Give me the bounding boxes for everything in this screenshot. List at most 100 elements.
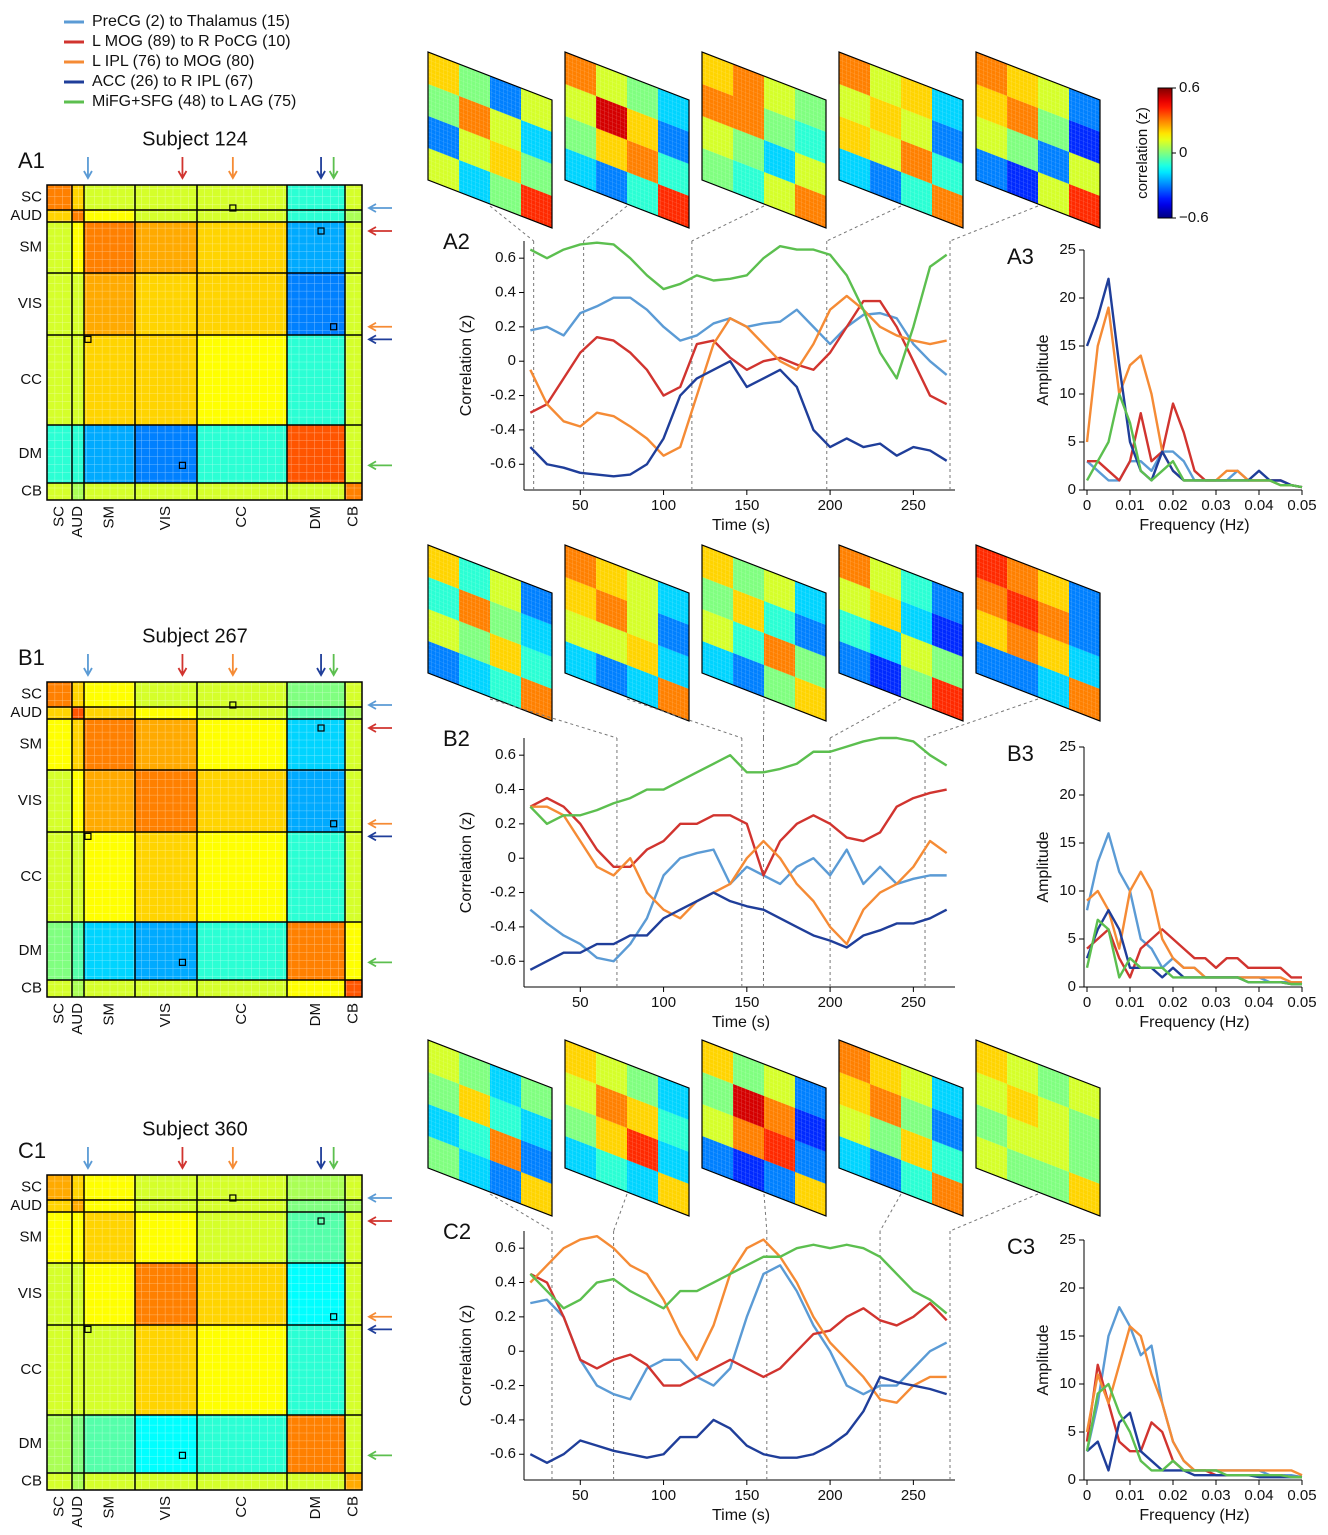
series-line	[529, 1234, 947, 1404]
snapshot-connector	[879, 1193, 902, 1232]
y-tick-label: 20	[1059, 1279, 1076, 1296]
x-tick-label: 0.01	[1115, 1487, 1144, 1504]
x-tick-label: 150	[734, 1487, 759, 1504]
snapshot-frame	[838, 51, 964, 229]
snapshot-texture	[976, 545, 1100, 721]
snapshot-connector	[691, 205, 765, 242]
x-axis-label: Frequency (Hz)	[1139, 1014, 1249, 1031]
y-tick-label: 10	[1059, 882, 1076, 899]
column-label: DM	[307, 506, 324, 529]
row-label: VIS	[18, 792, 42, 809]
y-axis-label: Amplitude	[1035, 831, 1052, 902]
column-arrow	[177, 1147, 188, 1170]
snapshot-texture	[702, 1040, 826, 1216]
x-tick-label: 0.01	[1115, 497, 1144, 514]
row-label: CC	[20, 1361, 42, 1378]
snapshot-matrix	[427, 544, 553, 722]
y-tick-label: -0.2	[490, 884, 516, 901]
snapshot-texture	[839, 1040, 963, 1216]
series-line	[529, 736, 948, 826]
row-label: SM	[20, 1228, 43, 1245]
row-label: CB	[21, 979, 42, 996]
row-arrow	[367, 334, 392, 345]
snapshot-frame	[427, 544, 553, 722]
y-tick-label: 25	[1059, 1231, 1076, 1248]
column-label: CC	[233, 1496, 250, 1518]
y-tick-label: 5	[1068, 433, 1076, 450]
y-tick-label: 25	[1059, 241, 1076, 258]
column-label: DM	[307, 1496, 324, 1519]
column-label: SM	[100, 1003, 117, 1026]
y-tick-label: 15	[1059, 1327, 1076, 1344]
snapshot-matrix	[838, 51, 964, 229]
x-tick-label: 50	[572, 1487, 589, 1504]
y-tick-label: -0.4	[490, 918, 516, 935]
pair-highlight	[317, 227, 325, 235]
snapshot-texture	[565, 1040, 689, 1216]
snapshot-matrix	[838, 544, 964, 722]
legend-label: ACC (26) to R IPL (67)	[92, 73, 253, 90]
snapshot-connector	[489, 1193, 553, 1232]
y-tick-label: 0	[508, 1342, 516, 1359]
x-tick-label: 200	[818, 994, 843, 1011]
column-arrow	[328, 157, 339, 180]
snapshot-frame	[838, 544, 964, 722]
y-tick-label: -0.6	[490, 455, 516, 472]
series-line	[1086, 870, 1302, 984]
snapshot-matrix	[975, 51, 1101, 229]
snapshot-texture	[565, 545, 689, 721]
y-tick-label: 0	[1068, 481, 1076, 498]
series-line	[529, 294, 947, 457]
x-tick-label: 0.01	[1115, 994, 1144, 1011]
column-label: CB	[344, 1496, 361, 1517]
snapshot-connector	[489, 698, 618, 739]
x-tick-label: 100	[651, 994, 676, 1011]
x-tick-label: 0.02	[1158, 994, 1187, 1011]
cell-grid	[47, 185, 362, 500]
subject-title: Subject 267	[142, 625, 248, 647]
x-tick-label: 250	[901, 1487, 926, 1504]
snapshot-texture	[428, 1040, 552, 1216]
row-label: DM	[19, 1435, 42, 1452]
x-tick-label: 0.03	[1201, 1487, 1230, 1504]
column-arrow	[328, 654, 339, 677]
y-tick-label: 0	[1068, 978, 1076, 995]
snapshot-matrix	[564, 544, 690, 722]
column-label: CC	[233, 1003, 250, 1025]
row-label: CB	[21, 482, 42, 499]
row-arrow	[367, 1193, 392, 1203]
snapshot-texture	[565, 52, 689, 228]
row-label: VIS	[18, 295, 42, 312]
snapshot-frame	[701, 544, 827, 722]
y-tick-label: 15	[1059, 834, 1076, 851]
y-axis-label: Correlation (z)	[458, 812, 475, 913]
x-tick-label: 0.05	[1287, 994, 1316, 1011]
snapshot-matrix	[975, 1039, 1101, 1217]
row-label: DM	[19, 942, 42, 959]
y-axis-label: Amplitude	[1035, 334, 1052, 405]
snapshot-matrix	[701, 51, 827, 229]
y-tick-label: 0.6	[495, 1239, 516, 1256]
series-line	[529, 788, 947, 877]
pair-highlight	[229, 204, 237, 212]
pair-highlight	[229, 1194, 237, 1202]
x-axis-label: Time (s)	[712, 517, 770, 534]
row-arrow	[367, 460, 392, 471]
panel-label: C3	[1007, 1234, 1035, 1259]
snapshot-frame	[975, 544, 1101, 722]
snapshot-frame	[838, 1039, 964, 1217]
row-arrow	[367, 700, 392, 710]
snapshot-matrix	[564, 1039, 690, 1217]
column-label: VIS	[157, 506, 174, 530]
series-line	[529, 1375, 948, 1465]
snapshot-frame	[975, 1039, 1101, 1217]
row-label: SM	[20, 735, 43, 752]
y-tick-label: 0.4	[495, 1273, 516, 1290]
row-arrow	[367, 226, 392, 236]
x-tick-label: 50	[572, 994, 589, 1011]
panel-label: B2	[443, 726, 470, 751]
snapshot-frame	[564, 1039, 690, 1217]
row-arrow	[367, 1216, 392, 1226]
y-tick-label: 0	[508, 352, 516, 369]
x-axis-label: Time (s)	[712, 1507, 770, 1524]
